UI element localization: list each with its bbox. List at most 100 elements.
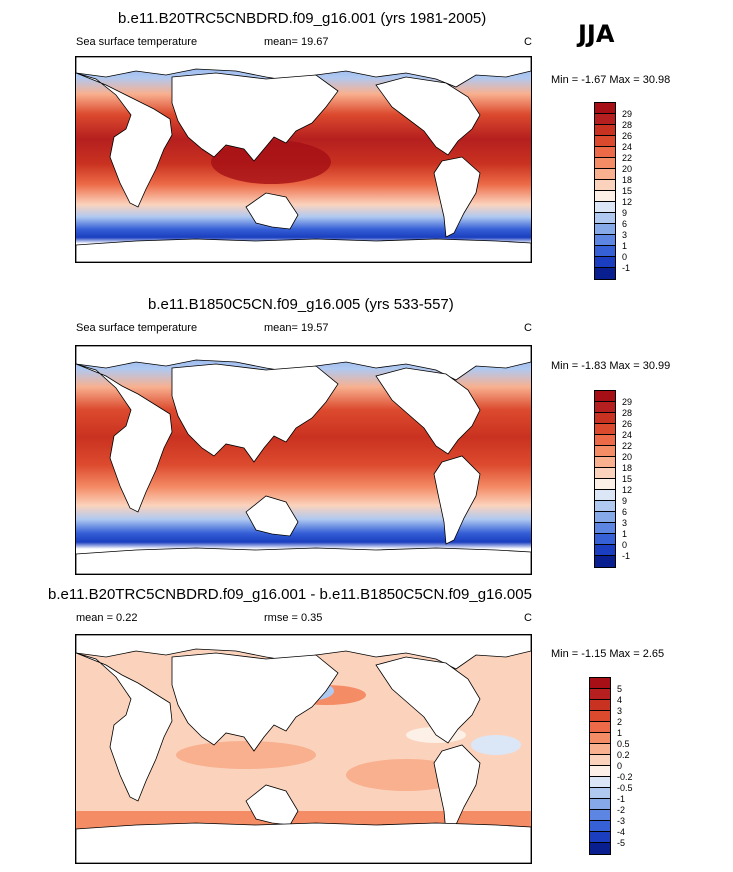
colorbar-label: 12 bbox=[622, 197, 633, 207]
panel-3-minmax: Min = -1.15 Max = 2.65 bbox=[551, 648, 665, 660]
asia bbox=[171, 72, 339, 162]
colorbar-label: 9 bbox=[622, 208, 628, 218]
colorbar-swatch bbox=[595, 213, 615, 224]
colorbar-swatch bbox=[595, 424, 615, 435]
colorbar-swatch bbox=[595, 235, 615, 246]
asia bbox=[171, 363, 339, 463]
colorbar-label: 3 bbox=[622, 518, 628, 528]
colorbar-swatch bbox=[590, 700, 610, 711]
colorbar-label: 5 bbox=[617, 684, 623, 694]
colorbar-swatch bbox=[595, 224, 615, 235]
colorbar-label: 24 bbox=[622, 430, 633, 440]
colorbar-label: 28 bbox=[622, 120, 633, 130]
colorbar-swatch bbox=[595, 490, 615, 501]
colorbar-label: 26 bbox=[622, 131, 633, 141]
panel-3-colorbar bbox=[589, 677, 611, 855]
colorbar-swatch bbox=[590, 755, 610, 766]
australia bbox=[245, 192, 299, 230]
colorbar-swatch bbox=[590, 766, 610, 777]
colorbar-label: 28 bbox=[622, 408, 633, 418]
colorbar-label: -2 bbox=[617, 805, 626, 815]
antarctica bbox=[76, 547, 531, 574]
panel-2-map bbox=[75, 345, 532, 575]
panel-1-colorbar bbox=[594, 102, 616, 280]
panel-2-mean: mean= 19.57 bbox=[264, 322, 329, 334]
colorbar-swatch bbox=[590, 678, 610, 689]
panel-2-colorbar bbox=[594, 390, 616, 568]
panel-2-minmax: Min = -1.83 Max = 30.99 bbox=[551, 360, 671, 372]
colorbar-label: 22 bbox=[622, 153, 633, 163]
colorbar-label: -1 bbox=[617, 794, 626, 804]
south-america bbox=[433, 455, 481, 545]
colorbar-swatch bbox=[595, 180, 615, 191]
africa-europe bbox=[76, 363, 173, 513]
panel-1-mean: mean= 19.67 bbox=[264, 36, 329, 48]
colorbar-swatch bbox=[595, 136, 615, 147]
colorbar-label: 4 bbox=[617, 695, 623, 705]
colorbar-label: 29 bbox=[622, 397, 633, 407]
colorbar-label: 0 bbox=[622, 252, 628, 262]
colorbar-label: 6 bbox=[622, 219, 628, 229]
colorbar-label: 15 bbox=[622, 474, 633, 484]
colorbar-swatch bbox=[595, 202, 615, 213]
colorbar-swatch bbox=[590, 711, 610, 722]
africa-europe bbox=[76, 72, 173, 208]
colorbar-label: 20 bbox=[622, 164, 633, 174]
colorbar-swatch bbox=[595, 103, 615, 114]
antarctica bbox=[76, 238, 531, 262]
colorbar-swatch bbox=[595, 523, 615, 534]
colorbar-swatch bbox=[595, 391, 615, 402]
colorbar-label: 1 bbox=[622, 241, 628, 251]
colorbar-swatch bbox=[590, 689, 610, 700]
panel-2-units: C bbox=[524, 322, 532, 334]
panel-3-units: C bbox=[524, 612, 532, 624]
colorbar-label: -0.2 bbox=[617, 772, 633, 782]
colorbar-label: 29 bbox=[622, 109, 633, 119]
colorbar-swatch bbox=[595, 257, 615, 268]
colorbar-label: 22 bbox=[622, 441, 633, 451]
north-america bbox=[375, 367, 481, 455]
colorbar-swatch bbox=[595, 268, 615, 279]
colorbar-label: 6 bbox=[622, 507, 628, 517]
panel-3-title: b.e11.B20TRC5CNBDRD.f09_g16.001 - b.e11.… bbox=[48, 586, 532, 603]
asia bbox=[171, 652, 339, 752]
season-label: JJA bbox=[578, 20, 615, 48]
colorbar-swatch bbox=[595, 545, 615, 556]
colorbar-label: -0.5 bbox=[617, 783, 633, 793]
colorbar-label: 0.5 bbox=[617, 739, 630, 749]
colorbar-swatch bbox=[595, 534, 615, 545]
panel-2-variable: Sea surface temperature bbox=[76, 322, 198, 334]
south-america bbox=[433, 156, 481, 238]
continents bbox=[76, 57, 531, 262]
australia bbox=[245, 495, 299, 537]
colorbar-swatch bbox=[595, 114, 615, 125]
colorbar-swatch bbox=[595, 191, 615, 202]
colorbar-label: 24 bbox=[622, 142, 633, 152]
colorbar-label: 2 bbox=[617, 717, 623, 727]
colorbar-label: 0 bbox=[622, 540, 628, 550]
colorbar-label: -1 bbox=[622, 263, 631, 273]
colorbar-label: 0.2 bbox=[617, 750, 630, 760]
colorbar-swatch bbox=[590, 843, 610, 854]
colorbar-label: -4 bbox=[617, 827, 626, 837]
colorbar-label: 9 bbox=[622, 496, 628, 506]
colorbar-swatch bbox=[590, 722, 610, 733]
colorbar-swatch bbox=[595, 125, 615, 136]
panel-2-title: b.e11.B1850C5CN.f09_g16.005 (yrs 533-557… bbox=[148, 296, 454, 313]
colorbar-swatch bbox=[595, 501, 615, 512]
colorbar-swatch bbox=[595, 402, 615, 413]
continents bbox=[76, 346, 531, 574]
colorbar-swatch bbox=[595, 512, 615, 523]
colorbar-swatch bbox=[595, 158, 615, 169]
panel-1-map bbox=[75, 56, 532, 263]
colorbar-label: 1 bbox=[622, 529, 628, 539]
colorbar-swatch bbox=[595, 479, 615, 490]
colorbar-swatch bbox=[590, 810, 610, 821]
panel-1-minmax: Min = -1.67 Max = 30.98 bbox=[551, 74, 671, 86]
panel-3-map bbox=[75, 634, 532, 864]
colorbar-label: 18 bbox=[622, 463, 633, 473]
colorbar-label: 0 bbox=[617, 761, 623, 771]
colorbar-swatch bbox=[590, 744, 610, 755]
colorbar-swatch bbox=[590, 733, 610, 744]
colorbar-label: 1 bbox=[617, 728, 623, 738]
